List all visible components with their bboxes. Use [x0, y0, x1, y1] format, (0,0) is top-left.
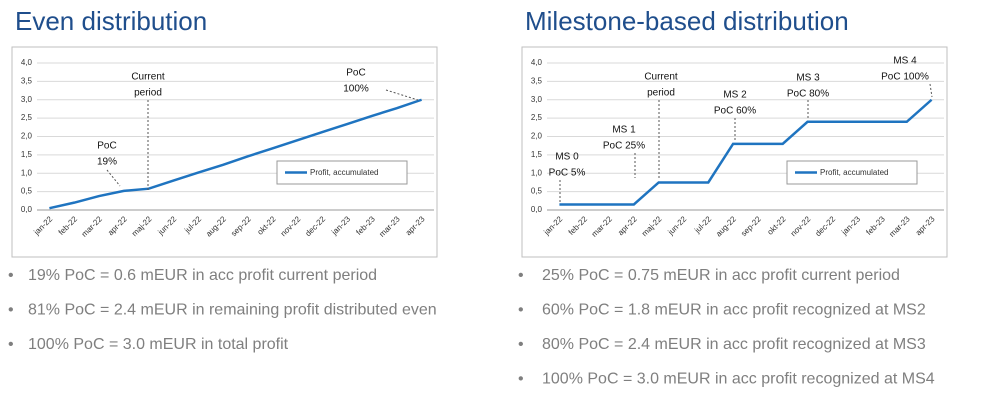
annotation: PoC	[97, 141, 116, 152]
y-tick-label: 4,0	[21, 58, 33, 67]
y-tick-label: 2,0	[21, 132, 33, 141]
annotation: period	[647, 88, 675, 99]
annotation: Current	[644, 72, 678, 83]
bullet-text: 60% PoC = 1.8 mEUR in acc profit recogni…	[542, 302, 926, 319]
legend-label: Profit, accumulated	[820, 168, 888, 177]
bullet-text: 19% PoC = 0.6 mEUR in acc profit current…	[28, 267, 377, 284]
y-tick-label: 3,5	[21, 76, 33, 85]
legend-label: Profit, accumulated	[310, 168, 378, 177]
bullet-text: 80% PoC = 2.4 mEUR in acc profit recogni…	[542, 336, 926, 353]
y-tick-label: 2,0	[531, 132, 543, 141]
annotation: MS 2	[723, 90, 747, 101]
annotation: PoC 5%	[549, 168, 586, 179]
annotation: Current	[131, 72, 165, 83]
y-tick-label: 1,5	[21, 150, 33, 159]
series-line	[49, 98, 422, 210]
bullet-text: 100% PoC = 3.0 mEUR in acc profit recogn…	[542, 371, 935, 388]
bullet-dot: •	[518, 302, 524, 319]
y-tick-label: 3,0	[21, 95, 33, 104]
legend-box	[276, 160, 408, 185]
bullet-text: 100% PoC = 3.0 mEUR in total profit	[28, 336, 289, 353]
annotation: PoC 25%	[603, 141, 645, 152]
annotation: PoC	[346, 68, 365, 79]
y-tick-label: 1,0	[21, 168, 33, 177]
annotation: MS 3	[796, 73, 820, 84]
bullet-dot: •	[518, 371, 524, 388]
y-tick-label: 4,0	[531, 58, 543, 67]
annotation: MS 4	[893, 56, 917, 67]
legend-box	[786, 160, 918, 185]
y-tick-label: 2,5	[21, 113, 33, 122]
annotation: 100%	[343, 84, 369, 95]
annotation-leader	[385, 89, 419, 101]
bullet-dot: •	[8, 336, 14, 353]
y-tick-label: 3,0	[531, 95, 543, 104]
chart-frame	[521, 46, 948, 258]
y-tick-label: 0,0	[531, 205, 543, 214]
bullet-dot: •	[8, 302, 14, 319]
chart-title: Even distribution	[15, 6, 207, 36]
y-tick-label: 2,5	[531, 113, 543, 122]
y-tick-label: 1,5	[531, 150, 543, 159]
chart-frame	[11, 46, 438, 258]
annotation-leader	[106, 169, 121, 187]
annotation: period	[134, 88, 162, 99]
y-tick-label: 0,5	[531, 187, 543, 196]
chart-title: Milestone-based distribution	[525, 6, 849, 36]
annotation: MS 0	[555, 152, 579, 163]
annotation: 19%	[97, 157, 117, 168]
series-line	[559, 98, 933, 206]
bullet-text: 81% PoC = 2.4 mEUR in remaining profit d…	[28, 302, 437, 319]
annotation: PoC 80%	[787, 89, 829, 100]
annotation: PoC 100%	[881, 72, 929, 83]
annotation: MS 1	[612, 125, 636, 136]
bullet-dot: •	[8, 267, 14, 284]
y-tick-label: 0,5	[21, 187, 33, 196]
y-tick-label: 1,0	[531, 168, 543, 177]
y-tick-label: 0,0	[21, 205, 33, 214]
bullet-dot: •	[518, 336, 524, 353]
annotation: PoC 60%	[714, 106, 756, 117]
bullet-dot: •	[518, 267, 524, 284]
bullet-text: 25% PoC = 0.75 mEUR in acc profit curren…	[542, 267, 900, 284]
y-tick-label: 3,5	[531, 76, 543, 85]
